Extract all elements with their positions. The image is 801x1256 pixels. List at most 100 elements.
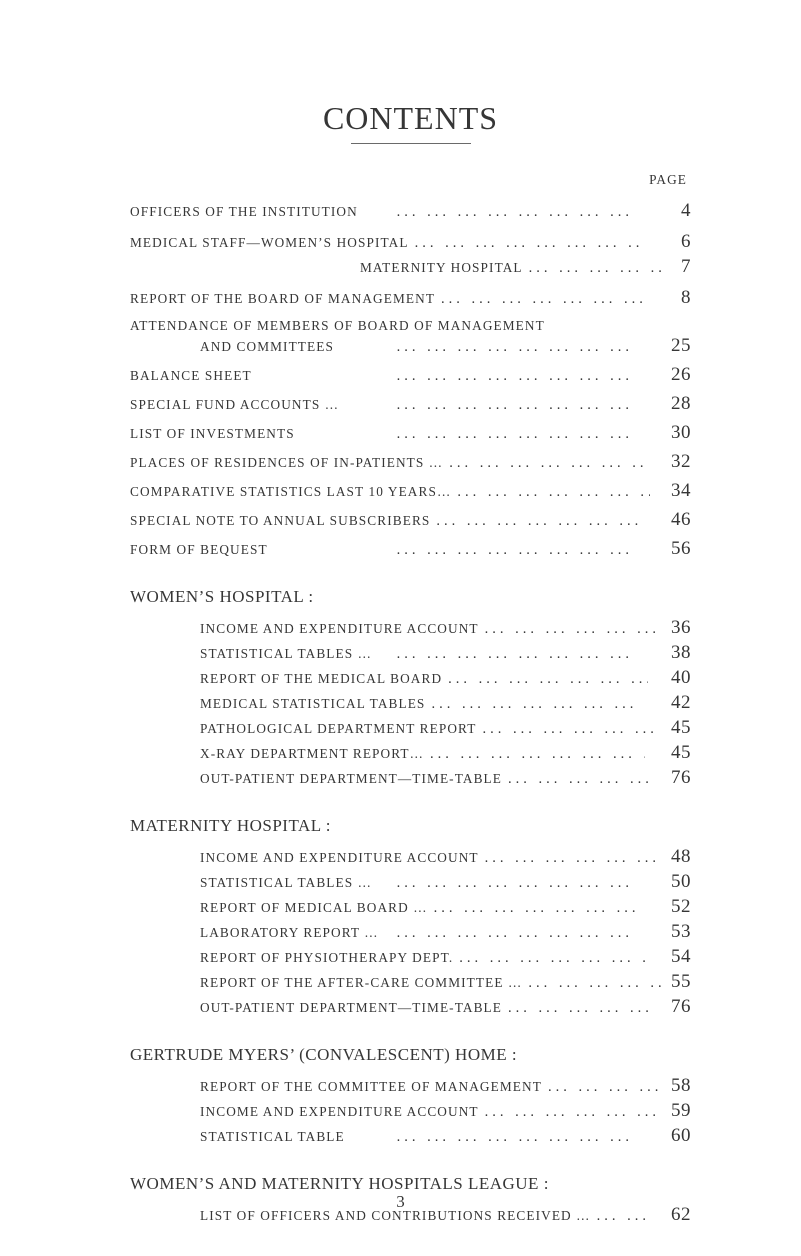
toc-entry: INCOME AND EXPENDITURE ACCOUNT 59: [130, 1098, 691, 1123]
leader-dots: [345, 1130, 639, 1145]
leader-dots: [425, 697, 645, 712]
toc-page: 25: [639, 336, 691, 355]
section-heading: MATERNITY HOSPITAL :: [130, 816, 691, 836]
page-column-label: PAGE: [130, 172, 691, 188]
toc-entry: X-RAY DEPARTMENT REPORT… 45: [130, 740, 691, 765]
toc-page: 46: [646, 510, 691, 529]
leader-dots: [502, 772, 659, 787]
toc-label: INCOME AND EXPENDITURE ACCOUNT: [200, 1105, 479, 1118]
toc-label: REPORT OF THE AFTER-CARE COMMITTEE …: [200, 976, 522, 989]
title-rule: [351, 143, 471, 144]
toc-entry: STATISTICAL TABLES … 50: [130, 869, 691, 894]
toc-page: 52: [646, 897, 691, 916]
toc-label: REPORT OF THE BOARD OF MANAGEMENT: [130, 292, 435, 305]
leader-dots: [522, 976, 662, 991]
toc-entry: REPORT OF THE BOARD OF MANAGEMENT 8: [130, 285, 691, 310]
toc-entry: PLACES OF RESIDENCES OF IN-PATIENTS … 32: [130, 449, 691, 474]
toc-label: INCOME AND EXPENDITURE ACCOUNT: [200, 851, 479, 864]
toc-label: OUT-PATIENT DEPARTMENT—TIME-TABLE: [200, 772, 502, 785]
toc-page: 50: [639, 872, 691, 891]
toc-page: 56: [639, 539, 691, 558]
leader-dots: [523, 261, 663, 276]
leader-dots: [334, 340, 639, 355]
toc-page: 7: [663, 257, 691, 276]
leader-dots: [443, 456, 648, 471]
leader-dots: [252, 369, 639, 384]
toc-entry: COMPARATIVE STATISTICS LAST 10 YEARS… 34: [130, 478, 691, 503]
toc-label: REPORT OF THE MEDICAL BOARD: [200, 672, 442, 685]
leader-dots: [268, 543, 639, 558]
toc-entry: REPORT OF THE AFTER-CARE COMMITTEE … 55: [130, 969, 691, 994]
toc-label: MEDICAL STATISTICAL TABLES: [200, 697, 425, 710]
toc-entry: LIST OF INVESTMENTS 30: [130, 420, 691, 445]
leader-dots: [295, 427, 639, 442]
toc-page: 26: [639, 365, 691, 384]
toc-label: FORM OF BEQUEST: [130, 543, 268, 556]
toc-entry: INCOME AND EXPENDITURE ACCOUNT 36: [130, 615, 691, 640]
toc-entry: SPECIAL NOTE TO ANNUAL SUBSCRIBERS 46: [130, 507, 691, 532]
toc-entry: STATISTICAL TABLE 60: [130, 1123, 691, 1148]
toc-label: MEDICAL STAFF—WOMEN’S HOSPITAL: [130, 236, 409, 249]
toc-label: MATERNITY HOSPITAL: [360, 261, 523, 274]
toc-label: SPECIAL NOTE TO ANNUAL SUBSCRIBERS: [130, 514, 430, 527]
contents-page: CONTENTS PAGE OFFICERS OF THE INSTITUTIO…: [0, 0, 801, 1256]
leader-dots: [339, 398, 639, 413]
toc-page: 42: [645, 693, 691, 712]
leader-dots: [409, 236, 643, 251]
toc-entry: LABORATORY REPORT … 53: [130, 919, 691, 944]
leader-dots: [542, 1080, 666, 1095]
toc-page: 34: [650, 481, 691, 500]
toc-page: 60: [639, 1126, 691, 1145]
leader-dots: [502, 1001, 659, 1016]
toc-page: 6: [642, 232, 691, 251]
leader-dots: [479, 1105, 655, 1120]
toc-page: 4: [639, 201, 691, 220]
toc-label: STATISTICAL TABLE: [200, 1130, 345, 1143]
toc-entry: REPORT OF PHYSIOTHERAPY DEPT. 54: [130, 944, 691, 969]
leader-dots: [428, 901, 646, 916]
leader-dots: [435, 292, 647, 307]
toc-page: 40: [648, 668, 691, 687]
toc-page: 8: [647, 288, 691, 307]
section-heading: GERTRUDE MYERS’ (CONVALESCENT) HOME :: [130, 1045, 691, 1065]
toc-entry: MATERNITY HOSPITAL 7: [130, 254, 691, 279]
toc-page: 30: [639, 423, 691, 442]
footer-page-number: 3: [0, 1192, 801, 1212]
toc-label: PATHOLOGICAL DEPARTMENT REPORT: [200, 722, 476, 735]
toc-label: BALANCE SHEET: [130, 369, 252, 382]
toc-entry: FORM OF BEQUEST 56: [130, 536, 691, 561]
toc-entry: INCOME AND EXPENDITURE ACCOUNT 48: [130, 844, 691, 869]
toc-label: AND COMMITTEES: [200, 340, 334, 353]
toc-page: 58: [666, 1076, 691, 1095]
toc-entry: REPORT OF MEDICAL BOARD … 52: [130, 894, 691, 919]
toc-entry: BALANCE SHEET 26: [130, 362, 691, 387]
leader-dots: [451, 485, 650, 500]
leader-dots: [372, 647, 639, 662]
toc-entry: STATISTICAL TABLES … 38: [130, 640, 691, 665]
toc-entry: OUT-PATIENT DEPARTMENT—TIME-TABLE 76: [130, 765, 691, 790]
toc-label: INCOME AND EXPENDITURE ACCOUNT: [200, 622, 479, 635]
toc-entry: REPORT OF THE COMMITTEE OF MANAGEMENT 58: [130, 1073, 691, 1098]
leader-dots: [372, 876, 639, 891]
leader-dots: [358, 205, 639, 220]
leader-dots: [479, 851, 655, 866]
toc-page: 54: [650, 947, 691, 966]
toc-label: OUT-PATIENT DEPARTMENT—TIME-TABLE: [200, 1001, 502, 1014]
toc-page: 32: [648, 452, 691, 471]
toc-entry: PATHOLOGICAL DEPARTMENT REPORT 45: [130, 715, 691, 740]
toc-label: STATISTICAL TABLES …: [200, 876, 372, 889]
leader-dots: [453, 951, 650, 966]
toc-page: 36: [655, 618, 691, 637]
leader-dots: [424, 747, 645, 762]
toc-page: 45: [645, 743, 691, 762]
toc-label: REPORT OF THE COMMITTEE OF MANAGEMENT: [200, 1080, 542, 1093]
leader-dots: [479, 622, 655, 637]
page-title: CONTENTS: [130, 100, 691, 137]
toc-label: SPECIAL FUND ACCOUNTS …: [130, 398, 339, 411]
toc-entry: MEDICAL STATISTICAL TABLES 42: [130, 690, 691, 715]
toc-label: LIST OF INVESTMENTS: [130, 427, 295, 440]
toc-entry: SPECIAL FUND ACCOUNTS … 28: [130, 391, 691, 416]
toc-page: 55: [663, 972, 691, 991]
toc-entry: OUT-PATIENT DEPARTMENT—TIME-TABLE 76: [130, 994, 691, 1019]
toc-entry: MEDICAL STAFF—WOMEN’S HOSPITAL 6: [130, 229, 691, 254]
